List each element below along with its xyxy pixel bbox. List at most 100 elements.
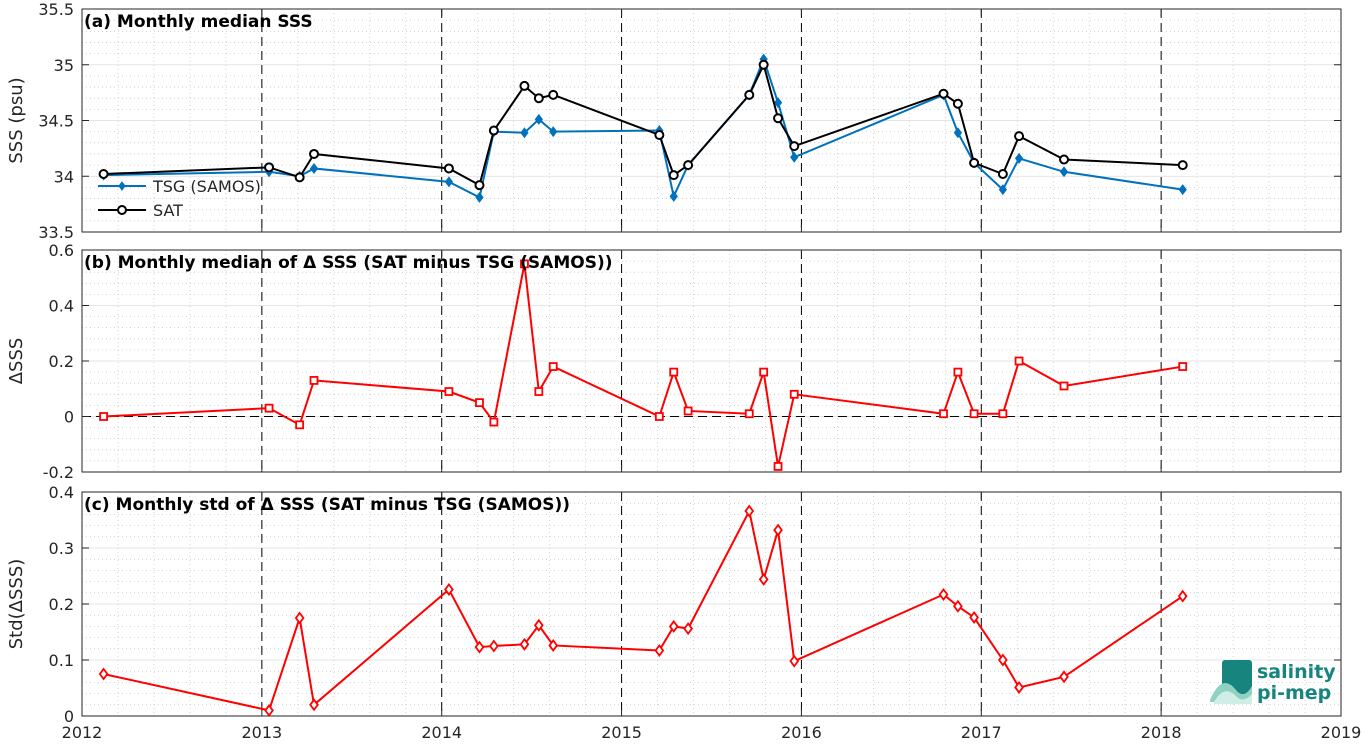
series-line-1 xyxy=(99,259,1188,471)
data-point xyxy=(519,80,530,91)
data-point xyxy=(669,367,679,377)
logo-text-line1: salinity xyxy=(1257,661,1336,683)
x-tick-label: 2018 xyxy=(1141,723,1182,742)
data-point xyxy=(683,622,693,636)
data-point xyxy=(744,504,755,518)
data-point xyxy=(520,127,529,139)
legend-marker xyxy=(118,181,126,191)
panels: 33.5 34 34.5 35 35.5 SSS (psu) (a) Monthly med… xyxy=(6,0,1361,742)
panel-3: 0 0.1 0.2 0.3 0.4 2012 2013 2014 2015 2016 2017 201… xyxy=(6,483,1361,742)
y-tick-label: 33.5 xyxy=(38,223,74,242)
data-point xyxy=(1178,362,1188,371)
data-point xyxy=(443,163,454,174)
data-point xyxy=(475,191,484,203)
data-point xyxy=(1014,356,1024,366)
y-tick-label: -0.2 xyxy=(43,463,74,482)
data-point xyxy=(969,409,979,419)
data-point xyxy=(1059,670,1069,684)
data-point xyxy=(264,403,274,413)
data-point xyxy=(939,409,948,419)
data-point xyxy=(533,93,544,104)
data-point xyxy=(790,151,799,163)
data-point xyxy=(773,97,783,109)
data-point xyxy=(938,88,949,99)
series-line xyxy=(103,56,1183,200)
data-point xyxy=(744,409,754,419)
data-point xyxy=(773,523,783,537)
data-point xyxy=(669,190,678,202)
y-tick-label: 0.2 xyxy=(49,352,74,371)
data-point xyxy=(773,113,784,124)
data-point xyxy=(953,367,963,377)
data-point xyxy=(1014,152,1024,164)
data-point xyxy=(969,610,979,624)
data-point xyxy=(953,127,963,139)
data-point xyxy=(548,638,559,652)
data-point xyxy=(758,572,769,586)
x-tick-label: 2017 xyxy=(961,723,1002,742)
data-point xyxy=(309,162,319,174)
y-tick-label: 35.5 xyxy=(38,0,74,19)
data-point xyxy=(969,157,980,168)
legend-label: SAT xyxy=(153,201,183,220)
x-tick-label: 2014 xyxy=(421,723,462,742)
data-point xyxy=(475,398,484,408)
data-point xyxy=(683,160,694,171)
data-point xyxy=(294,611,305,625)
y-tick-label: 0.1 xyxy=(49,651,74,670)
data-point xyxy=(789,389,799,399)
y-tick-label: 0.2 xyxy=(49,595,74,614)
series-line-1 xyxy=(98,504,1188,717)
data-point xyxy=(98,667,109,681)
logo-text-line2: pi-mep xyxy=(1257,682,1331,704)
data-point xyxy=(654,412,664,421)
data-point xyxy=(938,587,949,601)
data-point xyxy=(998,409,1008,419)
data-point xyxy=(264,703,274,717)
salinity-pi-mep-logo: salinity pi-mep xyxy=(1210,660,1336,704)
y-tick-label: 0.6 xyxy=(49,241,74,260)
x-tick-label: 2012 xyxy=(62,723,103,742)
data-point xyxy=(668,170,679,181)
data-point xyxy=(98,169,109,180)
series-line xyxy=(103,61,1183,187)
data-point xyxy=(683,406,693,416)
data-point xyxy=(1014,680,1024,694)
y-tick-label: 34 xyxy=(54,167,74,186)
data-point xyxy=(549,126,558,138)
legend-entry: TSG (SAMOS) xyxy=(98,177,261,196)
data-point xyxy=(489,417,499,427)
data-point xyxy=(519,637,530,651)
data-point xyxy=(997,169,1008,180)
panel-title: (b) Monthly median of Δ SSS (SAT minus T… xyxy=(84,253,613,273)
y-tick-label: 0.4 xyxy=(49,483,74,502)
data-point xyxy=(533,618,544,632)
legend-label: TSG (SAMOS) xyxy=(152,177,261,196)
x-tick-label: 2015 xyxy=(601,723,642,742)
data-point xyxy=(1059,154,1070,165)
y-tick-label: 0 xyxy=(64,707,74,726)
series-sat xyxy=(98,59,1188,191)
data-point xyxy=(548,362,558,371)
data-point xyxy=(295,420,305,430)
y-tick-label: 0.3 xyxy=(49,539,74,558)
series-line xyxy=(103,508,1184,712)
data-point xyxy=(294,172,305,183)
legend: TSG (SAMOS) SAT xyxy=(98,177,261,220)
data-point xyxy=(789,141,800,152)
panel-2: -0.2 0 0.2 0.4 0.6 ΔSSS (b) Monthly median of … xyxy=(6,241,1342,482)
data-point xyxy=(998,184,1007,196)
data-point xyxy=(474,180,485,191)
data-point xyxy=(264,162,275,173)
data-point xyxy=(534,113,543,125)
y-tick-label: 34.5 xyxy=(38,112,74,131)
data-point xyxy=(654,129,665,140)
data-point xyxy=(759,367,769,377)
series-line xyxy=(103,263,1183,467)
data-point xyxy=(758,59,769,70)
data-point xyxy=(1178,184,1187,196)
data-point xyxy=(654,643,665,657)
data-point xyxy=(309,148,320,159)
data-point xyxy=(1177,589,1188,603)
data-point xyxy=(773,462,783,471)
